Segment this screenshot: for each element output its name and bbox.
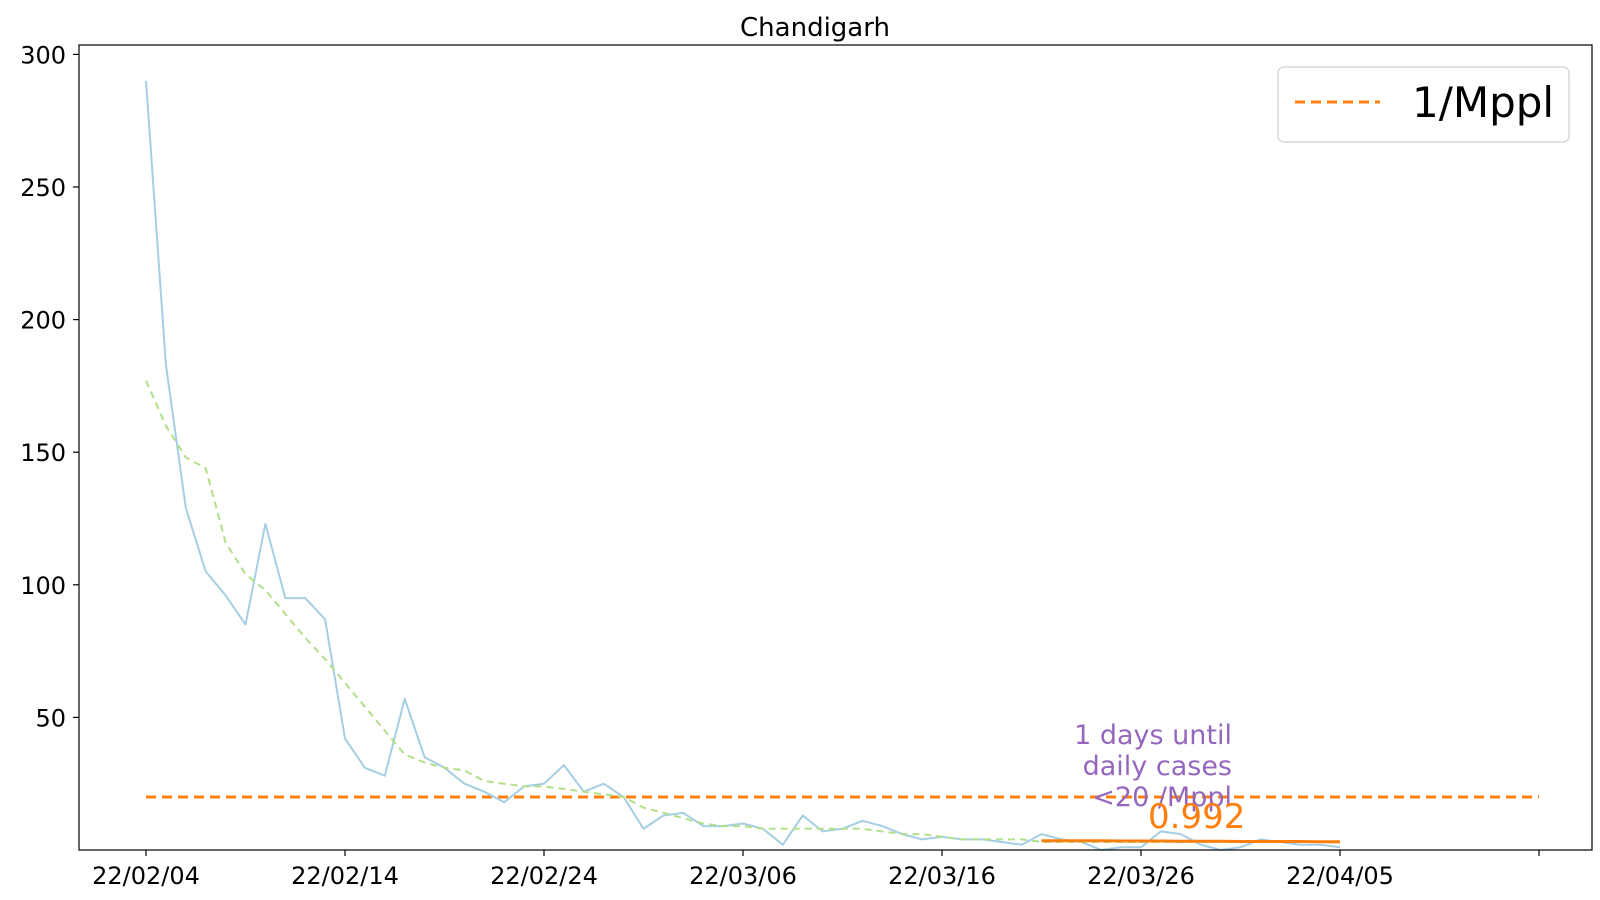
plot-frame	[78, 44, 1593, 851]
x-tick-label: 22/02/04	[92, 862, 200, 890]
x-tick-label: 22/02/14	[291, 862, 399, 890]
y-tick-label: 300	[20, 41, 66, 69]
chart-title: Chandigarh	[740, 13, 890, 43]
days-until-line-1: 1 days until	[1074, 720, 1232, 751]
legend: 1/Mppl	[1277, 66, 1570, 143]
days-until-line-3: <20 /Mppl	[1092, 782, 1232, 813]
x-tick-label: 22/03/16	[888, 862, 996, 890]
y-tick-label: 50	[35, 704, 66, 732]
series-line-0	[145, 80, 1341, 851]
x-tick-label: 22/04/05	[1286, 862, 1394, 890]
end-value-label: 0.992	[1148, 797, 1245, 837]
x-tick-label: 22/02/24	[490, 862, 598, 890]
y-tick-label: 100	[20, 572, 66, 600]
series-line-2	[1041, 839, 1340, 844]
series-layer	[145, 80, 1539, 851]
y-axis: 50 100 150 200 250 300	[20, 41, 79, 732]
days-until-line-2: daily cases	[1083, 751, 1232, 782]
legend-entry: 1/Mppl	[1412, 78, 1554, 127]
annotation-layer: 1 days until daily cases <20 /Mppl 0.992	[1074, 720, 1245, 837]
x-axis: 22/02/04 22/02/14 22/02/24 22/03/06 22/03/16…	[92, 850, 1540, 890]
y-tick-label: 150	[20, 439, 66, 467]
y-tick-label: 250	[20, 174, 66, 202]
x-tick-label: 22/03/26	[1087, 862, 1195, 890]
x-tick-label: 22/03/06	[689, 862, 797, 890]
legend-box	[1277, 66, 1570, 143]
y-tick-label: 200	[20, 307, 66, 335]
